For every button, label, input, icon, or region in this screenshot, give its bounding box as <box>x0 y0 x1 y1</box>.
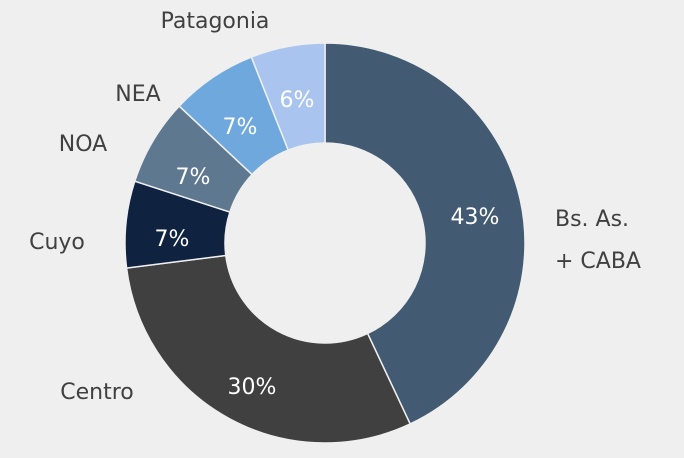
category-label: Bs. As. + CABA <box>555 207 641 274</box>
category-label: Patagonia <box>161 9 270 34</box>
value-label: 6% <box>280 88 315 113</box>
value-label: 7% <box>223 115 258 140</box>
value-label: 43% <box>451 205 500 230</box>
category-label: NEA <box>115 82 160 107</box>
value-label: 30% <box>228 375 277 400</box>
slice <box>324 42 526 425</box>
value-label: 7% <box>176 165 211 190</box>
category-label: NOA <box>59 132 107 157</box>
category-label: Cuyo <box>29 230 85 255</box>
slice <box>125 254 412 444</box>
category-label: Centro <box>60 380 134 405</box>
value-label: 7% <box>155 227 190 252</box>
slice <box>250 42 326 151</box>
